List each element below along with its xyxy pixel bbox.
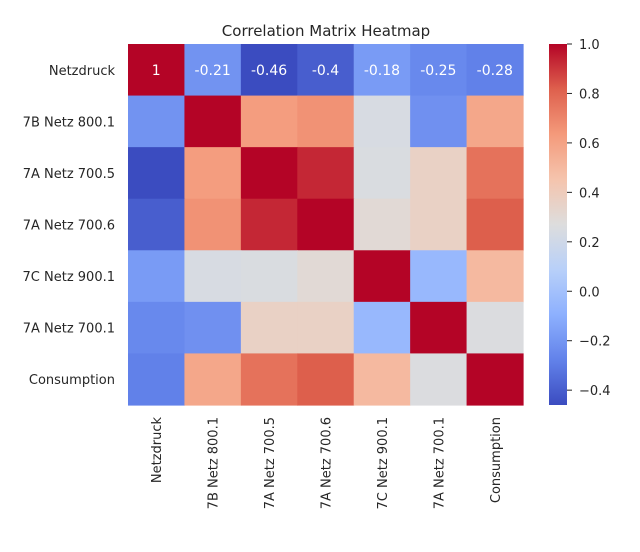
- heatmap-cell-7a-netz-700-1-7a-netz-700-5: [240, 301, 298, 355]
- row-label: 7B Netz 800.1: [23, 115, 115, 130]
- row-label: 7A Netz 700.1: [23, 322, 115, 337]
- column-tick-labels: Netzdruck 7B Netz 800.1 7A Netz 700.5 7A Ne…: [150, 417, 504, 510]
- heatmap-cell-7a-netz-700-5-consumption: [466, 147, 524, 200]
- row-label: 7A Netz 700.6: [23, 219, 115, 234]
- heatmap-cell-consumption-7a-netz-700-6: [297, 353, 355, 406]
- heatmap-cell-netzdruck-7b-netz-800-1: [184, 44, 242, 97]
- heatmap-cell-7a-netz-700-1-consumption: [466, 301, 524, 355]
- cell-value-label: -0.18: [364, 63, 400, 79]
- heatmap-cell-7a-netz-700-1-7c-netz-900-1: [353, 301, 411, 355]
- heatmap-cell-7b-netz-800-1-7c-netz-900-1: [353, 95, 411, 148]
- heatmap-cell-7b-netz-800-1-7b-netz-800-1: [184, 95, 242, 148]
- heatmap-cell-7b-netz-800-1-7a-netz-700-1: [410, 95, 468, 148]
- colorbar-tick-label: −0.2: [579, 335, 611, 350]
- colorbar-tick-label: 0.8: [579, 87, 600, 102]
- heatmap-cell-7b-netz-800-1-7a-netz-700-6: [297, 95, 355, 148]
- heatmap-cell-7b-netz-800-1-netzdruck: [128, 95, 186, 148]
- heatmap-cell-labels: 1 -0.21 -0.46 -0.4 -0.18 -0.25 -0.28: [152, 63, 513, 79]
- row-label: Netzdruck: [49, 64, 116, 79]
- row-label: Consumption: [29, 373, 115, 388]
- cell-value-label: 1: [152, 63, 161, 79]
- heatmap-cell-7a-netz-700-5-7c-netz-900-1: [353, 147, 411, 200]
- cell-value-label: -0.46: [251, 63, 287, 79]
- heatmap-cell-consumption-7c-netz-900-1: [353, 353, 411, 406]
- chart-title: Correlation Matrix Heatmap: [222, 22, 430, 40]
- heatmap-cell-7a-netz-700-1-7b-netz-800-1: [184, 301, 242, 355]
- cell-value-label: -0.21: [195, 63, 231, 79]
- cell-value-label: -0.4: [312, 63, 339, 79]
- heatmap-cell-7a-netz-700-6-netzdruck: [128, 198, 186, 251]
- heatmap-cell-7c-netz-900-1-7a-netz-700-1: [410, 250, 468, 303]
- heatmap-cell-7a-netz-700-6-7c-netz-900-1: [353, 198, 411, 251]
- heatmap-cell-7a-netz-700-1-7a-netz-700-6: [297, 301, 355, 355]
- column-label: Netzdruck: [150, 417, 165, 484]
- heatmap-cell-7a-netz-700-5-7a-netz-700-5: [240, 147, 298, 200]
- colorbar-tick-label: 0.4: [579, 186, 600, 201]
- heatmap-cell-netzdruck-consumption: [466, 44, 524, 97]
- row-label: 7C Netz 900.1: [23, 270, 115, 285]
- heatmap-cell-7a-netz-700-6-consumption: [466, 198, 524, 251]
- heatmap-cell-7c-netz-900-1-7b-netz-800-1: [184, 250, 242, 303]
- heatmap-cell-7c-netz-900-1-7c-netz-900-1: [353, 250, 411, 303]
- heatmap-cell-7a-netz-700-1-7a-netz-700-1: [410, 301, 468, 355]
- heatmap-cell-consumption-netzdruck: [128, 353, 186, 406]
- heatmap-cell-7c-netz-900-1-7a-netz-700-6: [297, 250, 355, 303]
- heatmap-cell-7a-netz-700-6-7b-netz-800-1: [184, 198, 242, 251]
- heatmap-cell-7a-netz-700-6-7a-netz-700-6: [297, 198, 355, 251]
- heatmap-cells: [128, 44, 524, 406]
- row-tick-labels: Netzdruck 7B Netz 800.1 7A Netz 700.5 7A Ne…: [23, 64, 116, 388]
- heatmap-cell-consumption-7b-netz-800-1: [184, 353, 242, 406]
- cell-value-label: -0.28: [477, 63, 513, 79]
- colorbar: [549, 44, 567, 405]
- column-label: 7C Netz 900.1: [376, 417, 391, 509]
- column-label: 7B Netz 800.1: [207, 417, 222, 509]
- column-label: 7A Netz 700.5: [263, 417, 278, 509]
- colorbar-tick-label: 0.0: [579, 285, 600, 300]
- heatmap-cell-7b-netz-800-1-consumption: [466, 95, 524, 148]
- colorbar-ticks: 1.0 0.8 0.6 0.4 0.2 0.0 −0.2 −0.4: [567, 38, 611, 399]
- heatmap-cell-7a-netz-700-5-7a-netz-700-1: [410, 147, 468, 200]
- heatmap-cell-netzdruck-netzdruck: [128, 44, 186, 97]
- heatmap-cell-7a-netz-700-5-netzdruck: [128, 147, 186, 200]
- heatmap-cell-7c-netz-900-1-netzdruck: [128, 250, 186, 303]
- column-label: 7A Netz 700.6: [320, 417, 335, 509]
- colorbar-tick-label: −0.4: [579, 384, 611, 399]
- cell-value-label: -0.25: [420, 63, 456, 79]
- heatmap-cell-netzdruck-7a-netz-700-5: [240, 44, 298, 97]
- heatmap-cell-7a-netz-700-6-7a-netz-700-5: [240, 198, 298, 251]
- column-label: 7A Netz 700.1: [432, 417, 447, 509]
- heatmap-cell-netzdruck-7c-netz-900-1: [353, 44, 411, 97]
- heatmap-cell-consumption-consumption: [466, 353, 524, 406]
- heatmap-cell-7a-netz-700-5-7b-netz-800-1: [184, 147, 242, 200]
- heatmap-cell-netzdruck-7a-netz-700-1: [410, 44, 468, 97]
- heatmap-cell-consumption-7a-netz-700-5: [240, 353, 298, 406]
- heatmap-cell-netzdruck-7a-netz-700-6: [297, 44, 355, 97]
- colorbar-tick-label: 0.2: [579, 236, 600, 251]
- row-label: 7A Netz 700.5: [23, 167, 115, 182]
- column-label: Consumption: [489, 417, 504, 503]
- heatmap-cell-7c-netz-900-1-7a-netz-700-5: [240, 250, 298, 303]
- heatmap-cell-consumption-7a-netz-700-1: [410, 353, 468, 406]
- heatmap-cell-7b-netz-800-1-7a-netz-700-5: [240, 95, 298, 148]
- colorbar-tick-label: 0.6: [579, 137, 600, 152]
- heatmap-cell-7a-netz-700-6-7a-netz-700-1: [410, 198, 468, 251]
- heatmap-cell-7a-netz-700-1-netzdruck: [128, 301, 186, 355]
- heatmap-cell-7c-netz-900-1-consumption: [466, 250, 524, 303]
- colorbar-tick-label: 1.0: [579, 38, 600, 53]
- heatmap-cell-7a-netz-700-5-7a-netz-700-6: [297, 147, 355, 200]
